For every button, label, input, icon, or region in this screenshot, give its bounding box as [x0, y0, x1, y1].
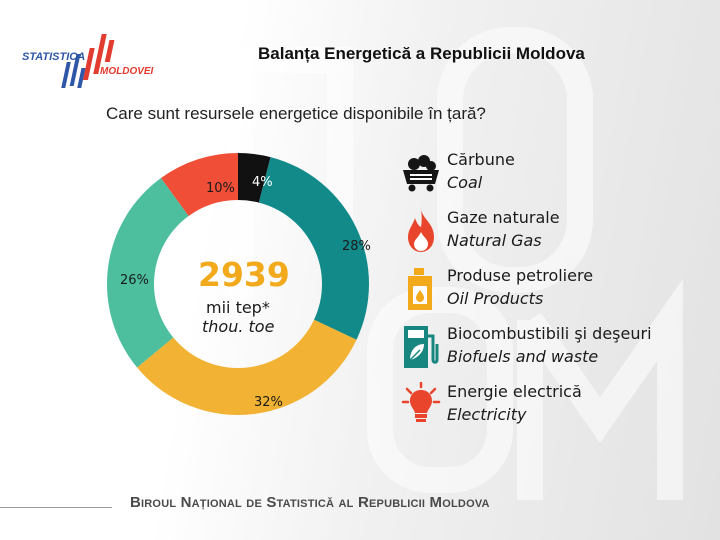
- slice-label: 10%: [206, 181, 235, 196]
- logo-text-statistica: STATISTICA: [22, 51, 85, 63]
- legend-item-oil-products: Produse petroliere Oil Products: [398, 264, 708, 316]
- flame-icon: [408, 210, 434, 252]
- logo-text-moldovei: MOLDOVEI: [100, 66, 154, 77]
- legend-label-en: Natural Gas: [447, 231, 542, 250]
- slice-label: 32%: [254, 395, 283, 410]
- donut-slice-electricity: [161, 153, 238, 217]
- donut-slices: [106, 153, 369, 415]
- legend-item-natural-gas: Gaze naturale Natural Gas: [398, 206, 708, 258]
- legend-label-ro: Cărbune: [447, 150, 515, 169]
- center-value: 2939: [198, 255, 290, 294]
- donut-slice-oil-products: [137, 319, 357, 415]
- legend-item-electricity: Energie electrică Electricity: [398, 380, 708, 432]
- legend: Cărbune Coal Gaze naturale Natural Gas P…: [398, 148, 708, 438]
- slice-label: 28%: [342, 239, 371, 254]
- legend-label-ro: Biocombustibili şi deşeuri: [447, 324, 652, 343]
- donut-slice-biofuels-and-waste: [106, 178, 189, 368]
- center-unit-en: thou. toe: [202, 317, 275, 336]
- statistica-moldovei-logo: STATISTICA MOLDOVEI: [22, 34, 154, 88]
- legend-label-ro: Gaze naturale: [447, 208, 560, 227]
- footer-divider: [0, 507, 112, 508]
- legend-label-en: Coal: [447, 173, 483, 192]
- slice-label: 26%: [120, 273, 149, 288]
- legend-label-ro: Energie electrică: [447, 382, 582, 401]
- coal-cart-icon: [403, 155, 439, 192]
- question-text: Care sunt resursele energetice disponibi…: [106, 104, 486, 123]
- page-title: Balanța Energetică a Republicii Moldova: [258, 44, 585, 63]
- background-watermark: [227, 27, 683, 500]
- legend-label-en: Electricity: [447, 405, 527, 424]
- legend-label-en: Oil Products: [447, 289, 544, 308]
- light-bulb-icon: [401, 382, 441, 422]
- center-unit-ro: mii tep*: [206, 298, 270, 317]
- oil-canister-icon: [408, 268, 432, 310]
- biofuel-pump-icon: [404, 326, 439, 368]
- donut-slice-natural-gas: [258, 157, 369, 340]
- slice-label: 4%: [252, 175, 273, 190]
- donut-slice-labels: 4% 28% 32% 26% 10%: [120, 175, 371, 410]
- legend-label-en: Biofuels and waste: [447, 347, 599, 366]
- legend-item-coal: Cărbune Coal: [398, 148, 708, 200]
- footer-text: Biroul Național de Statistică al Republi…: [130, 494, 490, 511]
- legend-label-ro: Produse petroliere: [447, 266, 594, 285]
- donut-chart: 4% 28% 32% 26% 10% 2939 mii tep* thou. toe: [106, 153, 371, 415]
- donut-slice-coal: [238, 153, 271, 203]
- legend-item-biofuels: Biocombustibili şi deşeuri Biofuels and …: [398, 322, 708, 374]
